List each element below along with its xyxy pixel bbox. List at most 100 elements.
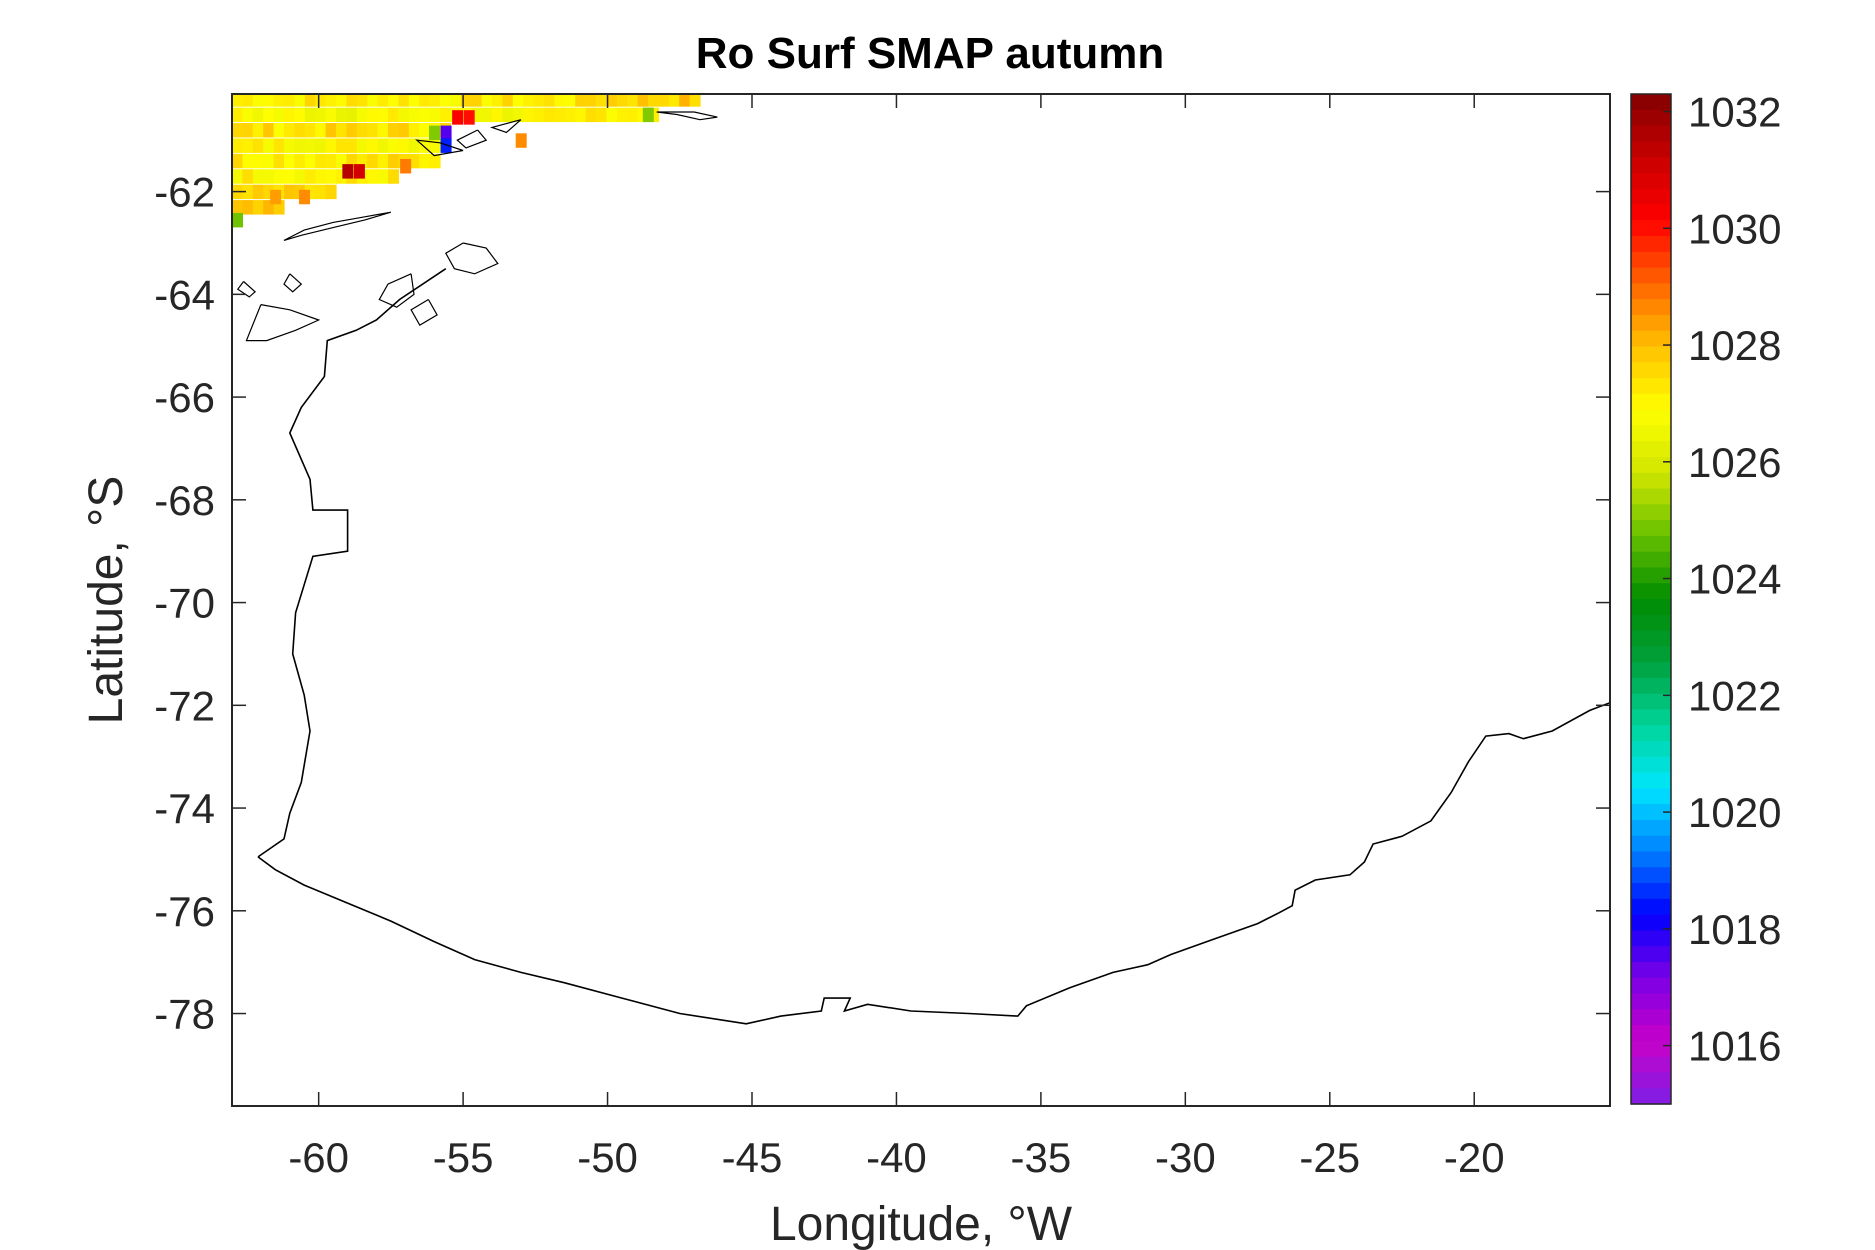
island-outline <box>236 281 257 298</box>
y-tick-label: -78 <box>154 991 215 1038</box>
y-tick-label: -72 <box>154 682 215 729</box>
data-cell <box>336 107 347 123</box>
colorbar-segment <box>1631 930 1671 947</box>
data-cell <box>284 153 295 169</box>
colorbar-segment <box>1631 567 1671 584</box>
colorbar-segment <box>1631 599 1671 616</box>
data-cell <box>627 94 639 107</box>
data-cell-highlight <box>400 158 412 174</box>
colorbar-segment <box>1631 346 1671 363</box>
data-cell <box>408 153 420 169</box>
data-cell <box>273 200 285 215</box>
data-cell <box>304 169 316 184</box>
data-cell <box>232 107 243 123</box>
data-cell <box>544 107 555 123</box>
data-cell <box>294 153 306 169</box>
data-cell <box>419 94 431 107</box>
data-cell <box>377 123 389 138</box>
colorbar-segment <box>1631 220 1671 237</box>
colorbar-segment <box>1631 472 1671 490</box>
colorbar-segment <box>1631 646 1671 663</box>
data-cell <box>585 94 597 107</box>
data-cell <box>304 123 316 138</box>
data-cell <box>356 153 368 169</box>
colorbar-segment <box>1631 977 1671 995</box>
data-cell <box>304 94 316 107</box>
data-cell <box>273 138 285 153</box>
data-cell <box>377 169 389 184</box>
data-cell <box>450 94 462 107</box>
colorbar-segment <box>1631 946 1671 963</box>
data-cell-highlight <box>515 133 527 148</box>
data-cell <box>284 123 295 138</box>
data-cell-highlight <box>353 164 365 179</box>
data-cell <box>377 107 389 123</box>
colorbar-segment <box>1631 504 1671 521</box>
data-cell <box>616 94 628 107</box>
colorbar-segment <box>1631 251 1671 269</box>
colorbar-segment <box>1631 1072 1671 1089</box>
colorbar-segment <box>1631 125 1671 142</box>
colorbar-segment <box>1631 583 1671 600</box>
colorbar-segment <box>1631 883 1671 900</box>
colorbar-segment <box>1631 961 1671 979</box>
data-cell <box>242 184 254 200</box>
y-tick-label: -76 <box>154 888 215 935</box>
data-cell <box>554 94 566 107</box>
data-cell <box>429 94 441 107</box>
x-tick-label: -35 <box>1011 1134 1072 1181</box>
colorbar-segment <box>1631 172 1671 190</box>
data-cell <box>325 169 337 184</box>
data-cell <box>273 94 285 107</box>
data-cell <box>356 94 368 107</box>
data-cell <box>284 169 295 184</box>
data-cell <box>398 123 410 138</box>
data-cell <box>648 94 659 107</box>
data-cell <box>263 200 275 215</box>
data-cell <box>263 153 275 169</box>
data-cell-highlight <box>440 138 452 153</box>
island-outline <box>283 211 392 241</box>
colorbar-segment <box>1631 914 1671 932</box>
data-cell <box>419 138 431 153</box>
colorbar-tick-label: 1024 <box>1688 556 1781 603</box>
data-cell <box>304 138 316 153</box>
data-cell <box>252 184 264 200</box>
data-cell <box>273 169 285 184</box>
colorbar-segment <box>1631 630 1671 647</box>
colorbar-segment <box>1631 362 1671 379</box>
x-axis: -60 -55 -50 -45 -40 -35 -30 -25 -20 <box>288 94 1505 1181</box>
colorbar-segment <box>1631 141 1671 158</box>
data-cell <box>284 94 295 107</box>
colorbar-tick-label: 1026 <box>1688 439 1781 486</box>
y-tick-label: -64 <box>154 271 215 318</box>
colorbar-segment <box>1631 94 1671 111</box>
x-tick-label: -45 <box>722 1134 783 1181</box>
plot-area-frame <box>231 93 1611 1107</box>
data-cell <box>304 153 316 169</box>
colorbar-segment <box>1631 772 1671 789</box>
data-cell <box>284 138 295 153</box>
colorbar-segment <box>1631 709 1671 726</box>
data-cell <box>596 94 607 107</box>
data-cell <box>325 123 337 138</box>
x-tick-label: -20 <box>1444 1134 1505 1181</box>
data-cell <box>242 138 254 153</box>
island-outline <box>444 242 499 275</box>
data-cell <box>492 94 503 107</box>
data-cell-highlight <box>642 107 654 123</box>
colorbar-tick-label: 1018 <box>1688 906 1781 953</box>
data-cell <box>596 107 607 123</box>
colorbar-tick-label: 1030 <box>1688 205 1781 252</box>
data-cell <box>346 107 358 123</box>
colorbar-segment <box>1631 425 1671 442</box>
data-cell <box>388 138 399 153</box>
colorbar-segment <box>1631 409 1671 427</box>
colorbar-segment <box>1631 551 1671 569</box>
data-cell <box>481 107 493 123</box>
data-cell <box>408 138 420 153</box>
data-cell <box>637 94 649 107</box>
data-cell <box>242 94 254 107</box>
